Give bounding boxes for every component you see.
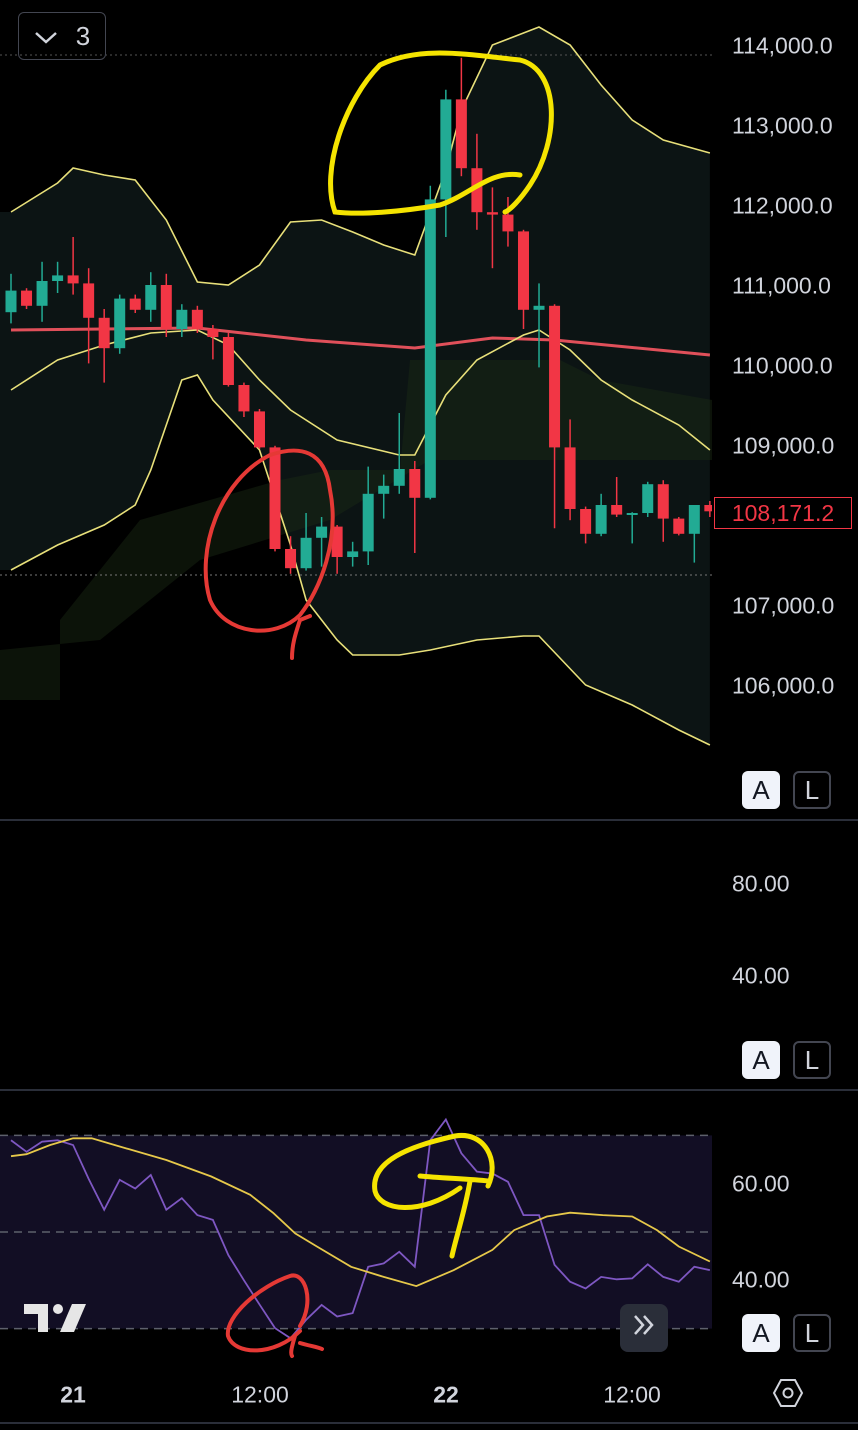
bollinger-band-fill	[0, 27, 710, 745]
candle-down	[67, 275, 79, 284]
candle-down	[611, 505, 623, 515]
log-scale-button[interactable]: L	[793, 771, 831, 809]
rsi-tick: 60.00	[732, 1170, 790, 1197]
auto-scale-button[interactable]: A	[742, 1314, 780, 1352]
candle-down	[549, 305, 561, 448]
candle-up	[642, 484, 654, 513]
candle-down	[580, 509, 592, 534]
indicator-legend-toggle[interactable]: 3	[18, 12, 106, 60]
candle-up	[114, 298, 126, 349]
candle-down	[191, 309, 203, 329]
candle-down	[222, 337, 234, 385]
candle-up	[378, 485, 390, 494]
price-tick: 112,000.0	[732, 192, 833, 219]
price-tick: 113,000.0	[732, 112, 833, 139]
bollinger-lower-line	[10, 374, 711, 746]
annotation-rsi-red	[225, 1273, 324, 1358]
candle-down	[83, 283, 95, 318]
middle-pane-tick: 80.00	[732, 870, 790, 897]
candle-up	[424, 199, 436, 498]
log-scale-button[interactable]: L	[793, 1314, 831, 1352]
candle-down	[471, 168, 483, 213]
candle-up	[688, 505, 700, 534]
pane-divider[interactable]	[0, 819, 858, 821]
candle-down	[269, 447, 281, 549]
candle-down	[517, 231, 529, 310]
annotation-circle-red	[203, 448, 335, 660]
candle-up	[300, 537, 312, 569]
rsi-chart[interactable]	[0, 1091, 712, 1361]
annotation-rsi-yellow	[372, 1133, 495, 1259]
candle-down	[704, 505, 712, 512]
current-price-label: 108,171.2	[714, 497, 852, 529]
time-tick: 21	[60, 1381, 86, 1408]
candle-down	[285, 549, 297, 569]
candle-up	[36, 281, 48, 306]
time-tick: 12:00	[603, 1381, 661, 1408]
double-chevron-right-icon	[631, 1311, 657, 1345]
rsi-line	[10, 1117, 711, 1340]
price-tick: 111,000.0	[732, 272, 831, 299]
candle-down	[673, 518, 685, 534]
rsi-tick: 40.00	[732, 1266, 790, 1293]
price-tick: 107,000.0	[732, 592, 835, 619]
candle-up	[5, 290, 17, 313]
candle-down	[207, 329, 219, 337]
price-tick: 114,000.0	[732, 32, 833, 59]
pane-divider[interactable]	[0, 1089, 858, 1091]
candle-down	[502, 214, 514, 232]
candle-down	[455, 99, 467, 169]
tradingview-logo[interactable]	[24, 1302, 88, 1339]
bottom-divider	[0, 1422, 858, 1424]
bollinger-middle-line	[10, 329, 711, 456]
indicator-count: 3	[75, 20, 91, 51]
candle-down	[331, 526, 343, 557]
middle-pane-tick: 40.00	[732, 962, 790, 989]
auto-scale-button[interactable]: A	[742, 1041, 780, 1079]
candle-up	[52, 275, 64, 281]
log-scale-button[interactable]: L	[793, 1041, 831, 1079]
candle-up	[440, 99, 452, 200]
auto-scale-button[interactable]: A	[742, 771, 780, 809]
candle-up	[316, 526, 328, 538]
price-tick: 110,000.0	[732, 352, 833, 379]
candle-up	[626, 513, 638, 515]
candle-down	[98, 317, 110, 349]
time-tick: 22	[433, 1381, 459, 1408]
annotation-circle-yellow	[328, 50, 554, 216]
candle-down	[21, 290, 33, 306]
price-chart[interactable]	[0, 0, 712, 760]
candle-up	[533, 305, 545, 310]
ichimoku-cloud	[0, 360, 712, 700]
time-tick: 12:00	[231, 1381, 289, 1408]
price-tick: 109,000.0	[732, 432, 835, 459]
rsi-ma-line	[10, 1137, 711, 1288]
bollinger-upper-line	[10, 26, 711, 286]
candle-down	[657, 484, 669, 519]
candle-up	[145, 285, 157, 310]
candle-down	[564, 447, 576, 509]
candle-up	[595, 505, 607, 534]
price-tick: 106,000.0	[732, 672, 835, 699]
candle-up	[362, 493, 374, 552]
candle-down	[409, 469, 421, 498]
candle-down	[486, 212, 498, 215]
candle-up	[393, 469, 405, 486]
candle-down	[160, 285, 172, 329]
candle-down	[238, 385, 250, 412]
hexagon-settings-icon[interactable]	[772, 1377, 804, 1414]
candle-up	[347, 551, 359, 557]
scroll-to-realtime-button[interactable]	[620, 1304, 668, 1352]
chevron-down-icon	[34, 21, 58, 52]
candle-up	[176, 309, 188, 329]
candle-down	[129, 298, 141, 310]
candle-down	[253, 411, 265, 448]
